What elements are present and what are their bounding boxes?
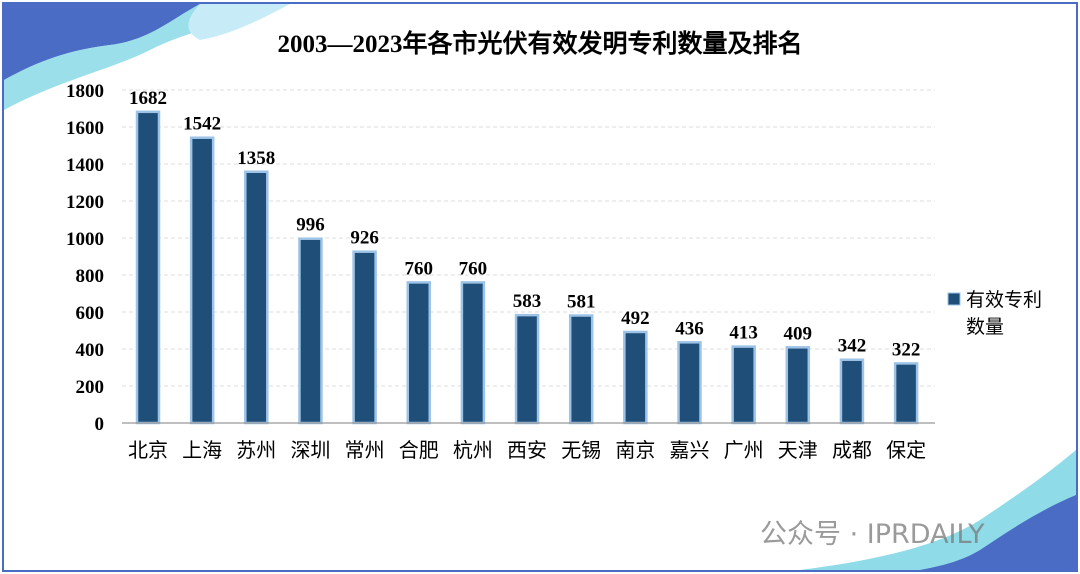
x-tick-label: 天津	[778, 439, 818, 462]
chart-title: 2003—2023年各市光伏有效发明专利数量及排名	[277, 29, 802, 58]
y-tick-label: 0	[95, 414, 105, 435]
data-label: 413	[729, 323, 758, 344]
x-tick-label: 深圳	[290, 439, 330, 462]
x-tick-label: 杭州	[453, 439, 493, 462]
y-tick-label: 1800	[66, 81, 104, 102]
data-label: 583	[513, 291, 542, 312]
data-label: 581	[567, 292, 596, 313]
legend-label-line1: 有效专利	[966, 289, 1042, 311]
data-label: 1682	[129, 88, 167, 109]
data-label: 760	[405, 258, 434, 279]
y-tick-label: 800	[76, 266, 105, 287]
data-label: 760	[459, 258, 488, 279]
y-tick-label: 200	[76, 377, 105, 398]
x-tick-label: 保定	[886, 439, 926, 462]
data-label: 926	[350, 228, 379, 249]
legend-swatch	[947, 292, 961, 306]
x-tick-label: 常州	[345, 439, 385, 462]
data-label: 996	[296, 215, 325, 236]
x-tick-label: 合肥	[399, 439, 439, 462]
data-label: 1542	[183, 114, 221, 135]
y-tick-label: 600	[76, 303, 105, 324]
x-tick-label: 北京	[128, 439, 168, 462]
data-label: 492	[621, 308, 650, 329]
y-tick-label: 400	[76, 340, 105, 361]
legend-label-line2: 数量	[966, 316, 1004, 338]
decoration-top-left	[4, 4, 290, 110]
x-tick-label: 南京	[615, 439, 655, 462]
x-tick-label: 广州	[724, 439, 764, 462]
y-tick-label: 1200	[66, 192, 104, 213]
data-label: 1358	[237, 148, 275, 169]
data-label: 409	[784, 323, 813, 344]
decoration-bottom-right	[800, 450, 1076, 570]
x-tick-label: 无锡	[561, 439, 601, 462]
legend: 有效专利 数量	[947, 289, 1042, 338]
x-tick-label: 苏州	[236, 439, 276, 462]
x-tick-label: 嘉兴	[670, 439, 710, 462]
data-label: 436	[675, 318, 704, 339]
y-tick-label: 1600	[66, 118, 104, 139]
y-tick-label: 1400	[66, 155, 104, 176]
y-tick-label: 1000	[66, 229, 104, 250]
x-tick-label: 成都	[832, 439, 872, 462]
x-tick-label: 西安	[507, 439, 547, 462]
watermark: 公众号 · IPRDAILY	[760, 519, 985, 550]
data-label: 322	[892, 339, 921, 360]
x-tick-label: 上海	[182, 439, 222, 462]
data-label: 342	[838, 336, 867, 357]
